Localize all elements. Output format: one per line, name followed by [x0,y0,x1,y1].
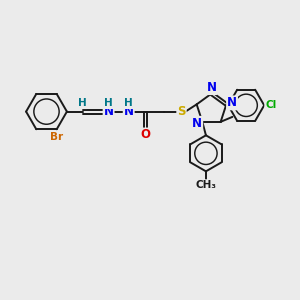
Text: H: H [124,98,133,108]
Text: S: S [177,105,186,118]
Text: N: N [124,105,134,118]
Text: H: H [104,98,113,108]
Text: N: N [192,117,202,130]
Text: N: N [103,105,114,118]
Text: Br: Br [50,132,63,142]
Text: N: N [227,96,237,110]
Text: O: O [140,128,151,142]
Text: N: N [206,81,217,94]
Text: Cl: Cl [265,100,276,110]
Text: H: H [78,98,87,108]
Text: CH₃: CH₃ [195,180,216,190]
